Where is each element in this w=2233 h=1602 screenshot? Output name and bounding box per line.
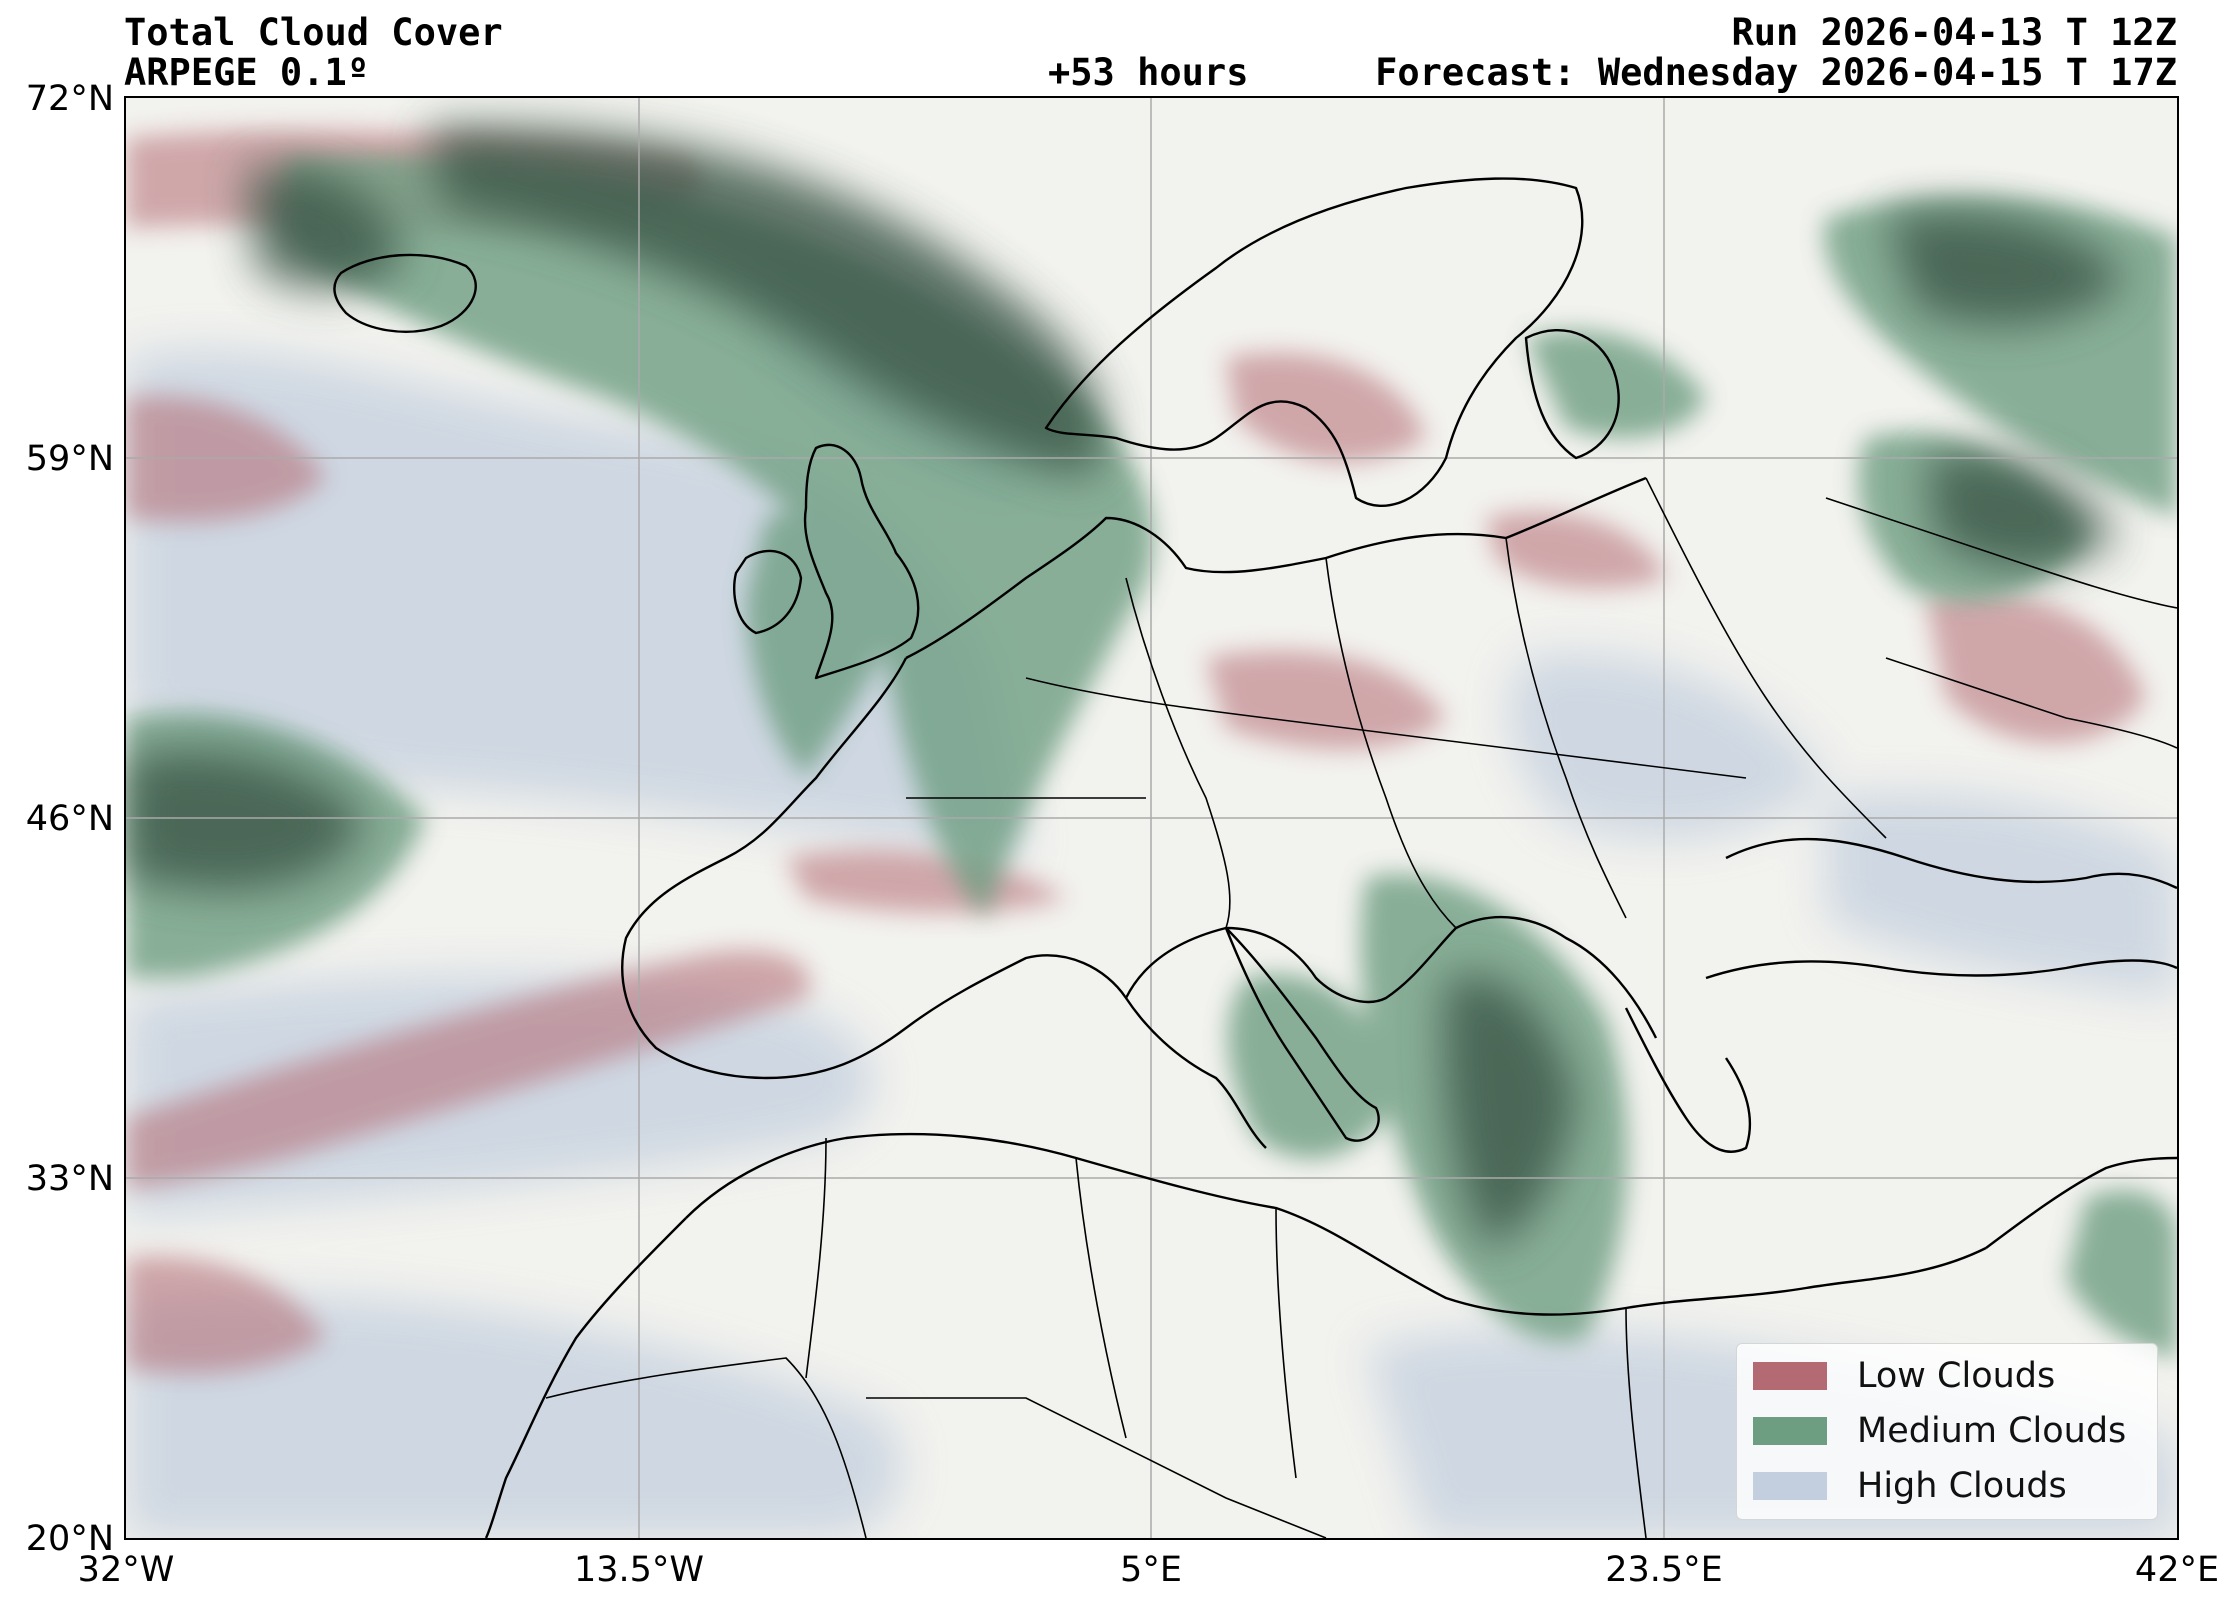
lat-tick-label: 46°N <box>25 799 114 839</box>
legend-item-low-clouds: Low Clouds <box>1753 1356 2055 1396</box>
model-label: ARPEGE 0.1º <box>124 51 370 94</box>
coastlines <box>333 177 2177 1538</box>
lon-tick-label: 23.5°E <box>1605 1550 1723 1590</box>
run-label: Run 2026-04-13 T 12Z <box>1731 11 2177 54</box>
dense-cloud-layer <box>126 126 2126 1248</box>
cloud-cover-map <box>124 96 2179 1540</box>
legend: Low Clouds Medium Clouds High Clouds <box>1736 1343 2158 1520</box>
legend-label: Medium Clouds <box>1857 1411 2127 1451</box>
legend-label: High Clouds <box>1857 1466 2067 1506</box>
lat-tick-label: 20°N <box>25 1519 114 1559</box>
forecast-time-label: Forecast: Wednesday 2026-04-15 T 17Z <box>1375 51 2177 94</box>
lat-tick-label: 72°N <box>25 79 114 119</box>
lon-tick-label: 13.5°W <box>573 1550 705 1590</box>
map-canvas <box>126 98 2177 1538</box>
legend-item-medium-clouds: Medium Clouds <box>1753 1411 2126 1451</box>
map-title: Total Cloud Cover <box>124 11 503 54</box>
lon-tick-label: 5°E <box>1120 1550 1182 1590</box>
lon-tick-label: 32°W <box>77 1550 175 1590</box>
high-clouds-swatch <box>1753 1472 1827 1500</box>
lat-tick-label: 59°N <box>25 439 114 479</box>
graticule <box>126 98 2177 1538</box>
lon-tick-label: 42°E <box>2134 1550 2220 1590</box>
legend-label: Low Clouds <box>1857 1356 2056 1396</box>
medium-clouds-swatch <box>1753 1417 1827 1445</box>
lead-time-label: +53 hours <box>1048 51 1249 94</box>
borders <box>545 477 2177 1538</box>
legend-item-high-clouds: High Clouds <box>1753 1466 2067 1506</box>
lat-tick-label: 33°N <box>25 1159 114 1199</box>
low-clouds-swatch <box>1753 1362 1827 1390</box>
